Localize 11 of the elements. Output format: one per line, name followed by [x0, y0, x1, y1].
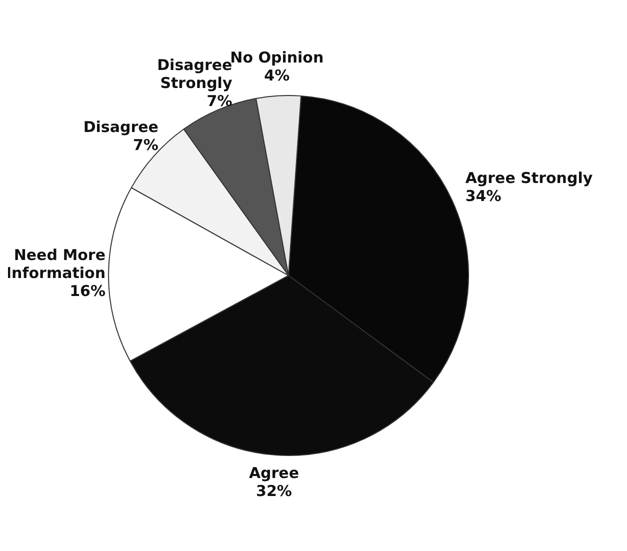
slice-label: Agree Strongly	[465, 169, 593, 188]
data-label: 7%	[132, 136, 158, 154]
data-label: 34%	[465, 187, 502, 206]
slice-label: Agree	[248, 464, 300, 482]
slice-label: Disagree Strongly	[157, 56, 232, 92]
slice-label: Disagree	[83, 118, 158, 136]
data-label: 32%	[256, 482, 292, 500]
data-label: 4%	[264, 66, 290, 85]
slice-label: No Opinion	[230, 48, 324, 67]
data-label: 7%	[206, 92, 232, 110]
data-label: 16%	[70, 282, 106, 300]
